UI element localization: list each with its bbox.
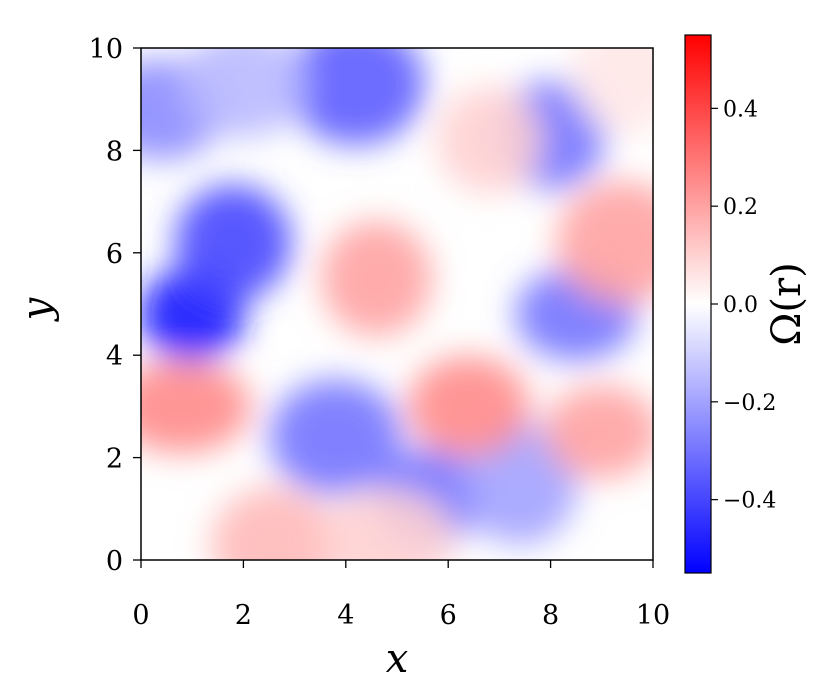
colorbar-label: Ω(r) [764, 262, 810, 346]
y-tick-label: 2 [106, 444, 123, 475]
vorticity-patch [210, 486, 338, 560]
vorticity-patch [321, 220, 432, 337]
vorticity-patch [141, 359, 251, 453]
vorticity-patch [318, 489, 456, 560]
x-tick-label: 4 [337, 600, 354, 631]
vorticity-field [141, 48, 653, 560]
y-tick-label: 8 [106, 136, 123, 167]
x-axis-label: x [386, 636, 409, 682]
x-tick-label: 6 [440, 600, 457, 631]
colorbar-bar [684, 34, 712, 574]
x-axis: 0 2 4 6 8 10 [132, 560, 670, 631]
colorbar: −0.4 −0.2 0.0 0.2 0.4 Ω(r) [684, 34, 810, 574]
x-tick-label: 0 [132, 600, 149, 631]
vorticity-patch [269, 379, 402, 495]
vorticity-patch [175, 184, 292, 301]
colorbar-tick-label: 0.0 [723, 293, 758, 318]
vorticity-patch [408, 356, 530, 457]
y-axis: 0 2 4 6 8 10 [89, 34, 141, 577]
y-tick-label: 4 [106, 341, 123, 372]
vorticity-patch [180, 48, 307, 138]
vorticity-patch [572, 48, 653, 135]
x-tick-label: 2 [235, 600, 252, 631]
x-tick-label: 10 [636, 600, 670, 631]
y-tick-label: 6 [106, 239, 123, 270]
colorbar-tick-label: −0.4 [723, 489, 776, 514]
vorticity-patch [287, 48, 425, 146]
colorbar-tick-label: −0.2 [723, 391, 776, 416]
colorbar-tick-label: 0.4 [723, 97, 758, 122]
y-tick-label: 10 [89, 34, 123, 65]
y-axis-label: y [14, 296, 60, 322]
vorticity-patch [556, 181, 653, 304]
colorbar-ticks: −0.4 −0.2 0.0 0.2 0.4 [711, 97, 776, 514]
x-tick-label: 8 [542, 600, 559, 631]
colorbar-tick-label: 0.2 [723, 195, 758, 220]
vorticity-patch [543, 385, 653, 479]
y-tick-label: 0 [106, 546, 123, 577]
plot-frame [140, 47, 654, 561]
vorticity-patch [436, 86, 542, 195]
plot-area [140, 47, 654, 561]
